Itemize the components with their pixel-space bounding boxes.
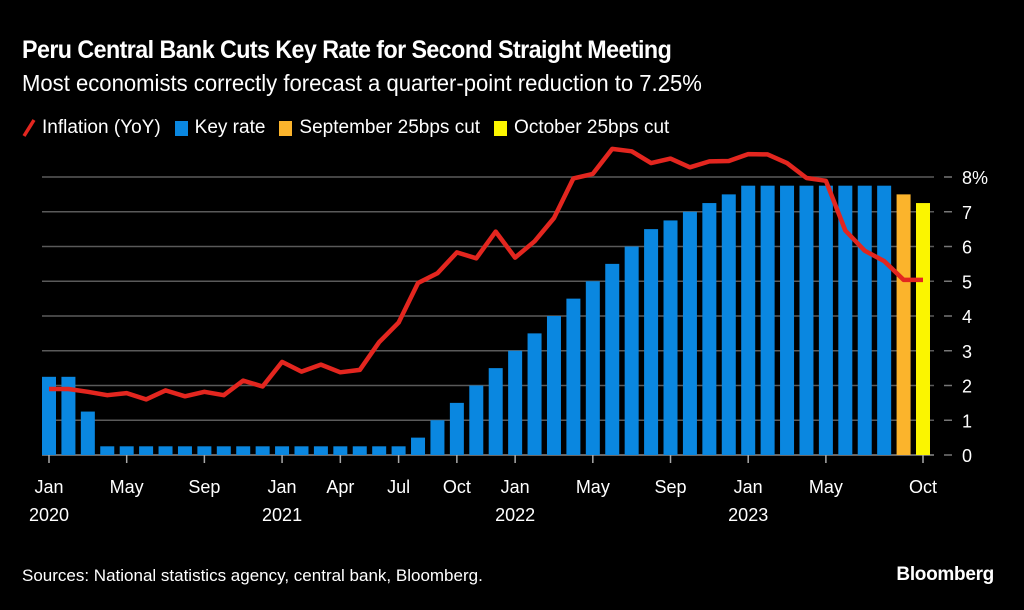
y-tick-label: 8% <box>962 168 988 188</box>
bar-2020-10 <box>216 446 231 455</box>
bar-2023-01 <box>741 185 756 455</box>
y-tick-label: 0 <box>962 446 972 466</box>
y-tick-label: 6 <box>962 238 972 258</box>
x-tick-label-year: 2023 <box>728 505 768 525</box>
y-tick-label: 7 <box>962 203 972 223</box>
bar-2020-09 <box>197 446 212 455</box>
bar-2022-01 <box>508 350 523 455</box>
bar-2020-05 <box>119 446 134 455</box>
x-tick-label-month: Jan <box>734 477 763 497</box>
y-axis: 0 1 2 3 4 5 6 7 8% <box>944 168 988 466</box>
x-tick-label-month: Sep <box>188 477 220 497</box>
bar-2021-12 <box>488 368 503 455</box>
legend-label: September 25bps cut <box>299 117 481 138</box>
x-tick-label-year: 2020 <box>29 505 69 525</box>
x-tick-label-month: Apr <box>326 477 354 497</box>
bar-2022-08 <box>644 229 659 455</box>
y-tick-label: 3 <box>962 342 972 362</box>
legend-item-inflation: Inflation (YoY) <box>22 117 161 139</box>
bar-2023-04 <box>799 185 814 455</box>
bar-2021-08 <box>411 437 426 455</box>
legend-label: October 25bps cut <box>514 117 670 138</box>
bar-2023-09 <box>896 194 911 455</box>
bar-2022-10 <box>682 211 697 455</box>
chart-title: Peru Central Bank Cuts Key Rate for Seco… <box>22 36 672 64</box>
x-tick-label-month: May <box>809 477 843 497</box>
chart-subtitle: Most economists correctly forecast a qua… <box>22 70 702 96</box>
legend: Inflation (YoY) Key rate September 25bps… <box>22 117 683 139</box>
bar-2023-08 <box>877 185 892 455</box>
legend-item-september-cut: September 25bps cut <box>279 117 480 139</box>
bar-2022-02 <box>527 333 542 455</box>
bar-2020-04 <box>100 446 115 455</box>
x-tick-label-year: 2022 <box>495 505 535 525</box>
y-tick-label: 1 <box>962 411 972 431</box>
x-tick-label-month: Jul <box>387 477 410 497</box>
y-tick-label: 4 <box>962 307 972 327</box>
bar-2020-08 <box>177 446 192 455</box>
bar-2021-03 <box>313 446 328 455</box>
x-tick-label-year: 2021 <box>262 505 302 525</box>
bar-2021-01 <box>275 446 290 455</box>
bar-2023-02 <box>760 185 775 455</box>
bar-2020-07 <box>158 446 173 455</box>
x-tick-label-month: Oct <box>443 477 471 497</box>
bar-2020-02 <box>61 376 76 455</box>
orange-swatch-icon <box>279 120 293 136</box>
bar-2023-07 <box>857 185 872 455</box>
bar-2020-12 <box>255 446 270 455</box>
bar-2023-10 <box>916 203 930 455</box>
inflation-line-path <box>49 146 923 402</box>
bar-2020-03 <box>80 411 95 455</box>
bar-2022-12 <box>721 194 736 455</box>
legend-item-key-rate: Key rate <box>174 117 266 139</box>
bloomberg-logo: Bloomberg <box>896 564 994 585</box>
bar-2021-02 <box>294 446 309 455</box>
bar-2022-07 <box>624 246 639 455</box>
line-swatch-icon <box>22 119 36 137</box>
bar-2021-11 <box>469 385 484 455</box>
bar-2021-07 <box>391 446 406 455</box>
legend-item-october-cut: October 25bps cut <box>494 117 669 139</box>
bars <box>42 185 930 455</box>
x-axis: Jan 2020 May Sep Jan 2021 Apr Jul Oct Jan 2022 May S… <box>29 455 937 525</box>
y-tick-label: 5 <box>962 272 972 292</box>
x-tick-label-month: Sep <box>654 477 686 497</box>
x-tick-label-month: Jan <box>268 477 297 497</box>
source-note: Sources: National statistics agency, cen… <box>22 566 483 585</box>
x-tick-label-month: Jan <box>501 477 530 497</box>
bar-2023-03 <box>780 185 795 455</box>
bar-2021-10 <box>449 402 464 455</box>
x-tick-label-month: May <box>110 477 144 497</box>
bar-2021-06 <box>372 446 387 455</box>
legend-label: Key rate <box>194 117 266 138</box>
bar-2023-06 <box>838 185 853 455</box>
blue-swatch-icon <box>174 120 188 136</box>
bar-2021-04 <box>333 446 348 455</box>
bar-2021-09 <box>430 420 445 455</box>
legend-label: Inflation (YoY) <box>42 117 161 138</box>
bar-2022-04 <box>566 298 581 455</box>
bar-2020-06 <box>139 446 154 455</box>
bar-2022-05 <box>585 281 600 455</box>
bar-2020-01 <box>42 376 56 455</box>
x-tick-label-month: Jan <box>34 477 63 497</box>
bar-2021-05 <box>352 446 367 455</box>
bar-2022-09 <box>663 220 678 455</box>
inflation-line <box>49 146 923 402</box>
y-tick-label: 2 <box>962 377 972 397</box>
bar-2022-03 <box>546 316 561 455</box>
x-tick-label-month: May <box>576 477 610 497</box>
bar-2022-06 <box>605 263 620 455</box>
bar-2022-11 <box>702 203 717 455</box>
bar-2023-05 <box>818 185 833 455</box>
x-tick-label-month: Oct <box>909 477 937 497</box>
yellow-swatch-icon <box>494 120 508 136</box>
bar-2020-11 <box>236 446 251 455</box>
